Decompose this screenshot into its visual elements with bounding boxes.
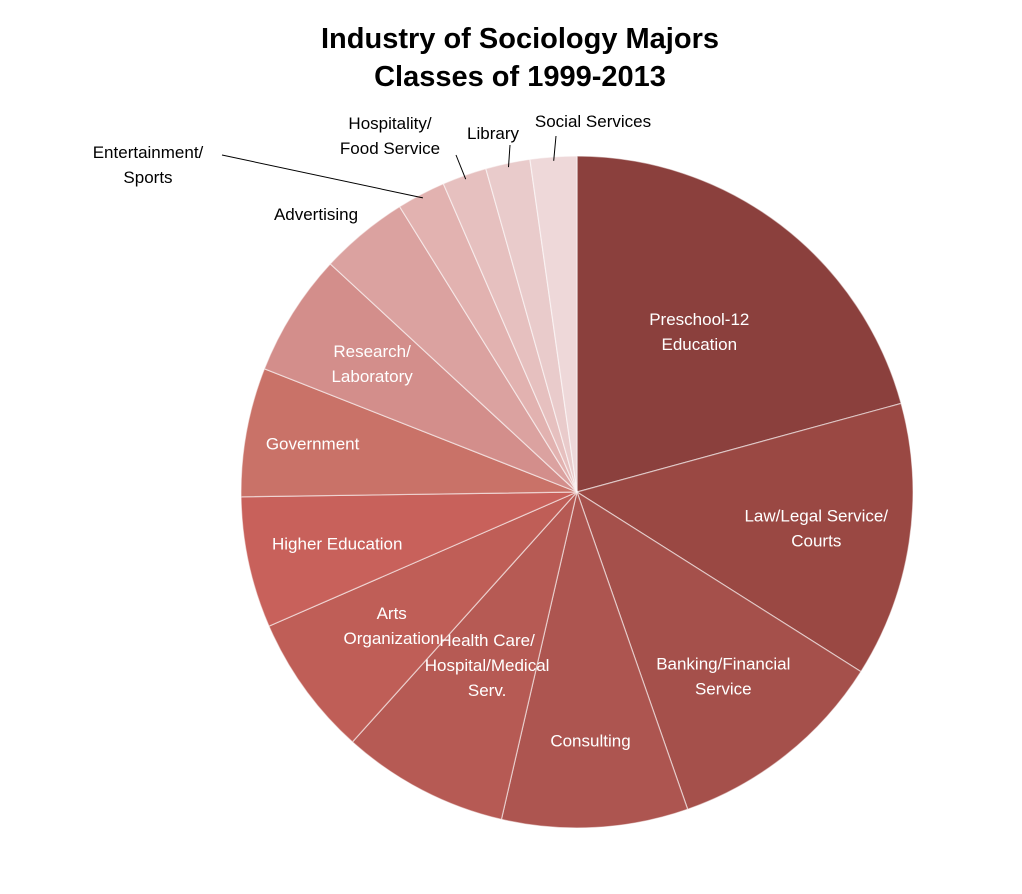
leader-line-13 bbox=[553, 135, 557, 161]
slice-label-1-line-0: Law/Legal Service/ bbox=[744, 506, 888, 525]
slice-label-9: Advertising bbox=[274, 205, 358, 224]
slice-label-6-line-0: Higher Education bbox=[272, 535, 402, 554]
chart-title-line-1: Industry of Sociology Majors bbox=[321, 23, 719, 55]
slice-label-7: Government bbox=[266, 435, 360, 454]
slice-label-9-line-0: Advertising bbox=[274, 205, 358, 224]
slice-label-10-line-0: Entertainment/ bbox=[93, 143, 204, 162]
slice-label-1-line-1: Courts bbox=[791, 531, 841, 550]
slice-label-1: Law/Legal Service/Courts bbox=[744, 506, 888, 550]
slice-label-11-line-0: Hospitality/ bbox=[348, 114, 431, 133]
pie-slice-8 bbox=[263, 263, 578, 493]
leader-lines bbox=[221, 135, 557, 199]
slice-label-10-line-1: Sports bbox=[123, 168, 172, 187]
chart-title-line-2: Classes of 1999-2013 bbox=[374, 61, 666, 93]
pie-slice-5 bbox=[268, 491, 578, 743]
slice-label-4-line-1: Hospital/Medical bbox=[425, 656, 550, 675]
slice-label-13-line-0: Social Services bbox=[535, 112, 651, 131]
chart-title: Industry of Sociology Majors Classes of … bbox=[0, 20, 1022, 96]
slice-label-2-line-1: Service bbox=[695, 680, 752, 699]
slice-label-12-line-0: Library bbox=[467, 124, 519, 143]
slice-label-4-line-0: Health Care/ bbox=[439, 631, 535, 650]
pie-slices bbox=[240, 155, 914, 829]
leader-line-11 bbox=[455, 154, 467, 180]
pie-slice-1 bbox=[575, 402, 914, 673]
slice-label-10: Entertainment/Sports bbox=[93, 143, 204, 187]
slice-label-13: Social Services bbox=[535, 112, 651, 131]
slice-label-12: Library bbox=[467, 124, 519, 143]
slice-label-3-line-0: Consulting bbox=[550, 731, 630, 750]
slice-label-0-line-0: Preschool-12 bbox=[649, 310, 749, 329]
slice-label-0: Preschool-12 Education bbox=[649, 310, 749, 354]
slice-label-5-line-0: Arts bbox=[377, 604, 407, 623]
slice-label-11: Hospitality/Food Service bbox=[340, 114, 440, 158]
pie-slice-3 bbox=[500, 489, 689, 829]
slice-label-6: Higher Education bbox=[272, 535, 402, 554]
slice-label-4-line-2: Serv. bbox=[468, 681, 506, 700]
slice-label-5-line-1: Organization bbox=[344, 629, 440, 648]
slice-label-11-line-1: Food Service bbox=[340, 139, 440, 158]
slice-label-8: Research/Laboratory bbox=[331, 342, 413, 386]
pie-slice-6 bbox=[240, 491, 578, 627]
leader-line-10 bbox=[221, 154, 424, 199]
pie-slice-7 bbox=[240, 367, 578, 498]
pie-slice-0 bbox=[576, 155, 902, 493]
slice-label-7-line-0: Government bbox=[266, 435, 360, 454]
slice-label-3: Consulting bbox=[550, 731, 630, 750]
slice-label-5: Arts Organization bbox=[344, 604, 440, 648]
leader-line-12 bbox=[508, 144, 511, 168]
pie-slice-4 bbox=[351, 491, 578, 821]
slice-labels: Preschool-12 Education Law/Legal Service/C… bbox=[93, 112, 889, 750]
slice-label-8-line-0: Research/ bbox=[333, 342, 411, 361]
slice-label-2-line-0: Banking/Financial bbox=[656, 655, 790, 674]
slice-label-4: Health Care/Hospital/Medical Serv. bbox=[425, 631, 550, 700]
pie-slice-2 bbox=[575, 490, 862, 811]
slice-label-8-line-1: Laboratory bbox=[331, 367, 413, 386]
slice-label-0-line-1: Education bbox=[661, 335, 737, 354]
slice-label-2: Banking/Financial Service bbox=[656, 655, 790, 699]
pie-slice-13 bbox=[529, 155, 578, 493]
